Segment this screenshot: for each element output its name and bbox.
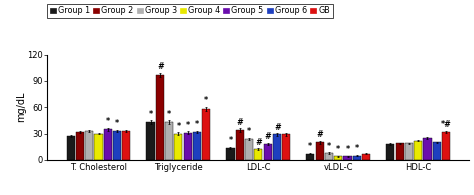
Bar [122,131,130,160]
Bar [236,130,244,160]
Bar [183,133,192,160]
Bar [156,75,164,160]
Bar [113,131,121,160]
Bar [94,134,102,160]
Bar [66,136,75,160]
Text: *: * [309,143,312,152]
Text: *: * [327,142,331,151]
Bar [282,135,290,160]
Text: *: * [204,96,208,105]
Bar [395,143,404,160]
Bar [316,142,324,160]
Bar [334,156,342,160]
Bar [245,139,253,160]
Bar [273,135,281,160]
Bar [202,109,210,160]
Text: #: # [274,122,280,132]
Text: #: # [237,118,243,127]
Bar [76,132,84,160]
Bar [442,132,450,160]
Text: *: * [228,136,233,145]
Text: *: * [195,120,199,129]
Legend: Group 1, Group 2, Group 3, Group 4, Group 5, Group 6, GB: Group 1, Group 2, Group 3, Group 4, Grou… [47,4,333,18]
Text: *: * [148,110,153,119]
Text: *: * [346,145,350,154]
Bar [254,149,263,160]
Bar [353,156,361,160]
Bar [104,129,112,160]
Bar [362,154,370,160]
Bar [414,141,422,160]
Bar [433,142,441,160]
Text: *: * [106,117,110,126]
Text: *: * [176,122,181,131]
Bar [306,154,314,160]
Text: *: * [167,110,171,119]
Bar [344,156,352,160]
Y-axis label: mg/dL: mg/dL [16,92,26,122]
Bar [405,143,413,160]
Text: *: * [115,119,119,128]
Text: *: * [336,145,340,154]
Bar [174,134,182,160]
Bar [85,131,93,160]
Text: *: * [186,121,190,130]
Bar [227,148,235,160]
Text: *#: *# [441,120,451,129]
Text: *: * [355,144,359,153]
Bar [165,122,173,160]
Bar [264,144,272,160]
Bar [386,144,394,160]
Bar [325,153,333,160]
Bar [193,132,201,160]
Text: #: # [317,130,322,139]
Text: #: # [157,62,163,71]
Text: #: # [255,138,261,147]
Bar [423,138,431,160]
Text: *: * [247,127,251,136]
Bar [146,122,155,160]
Text: #: # [265,132,271,142]
